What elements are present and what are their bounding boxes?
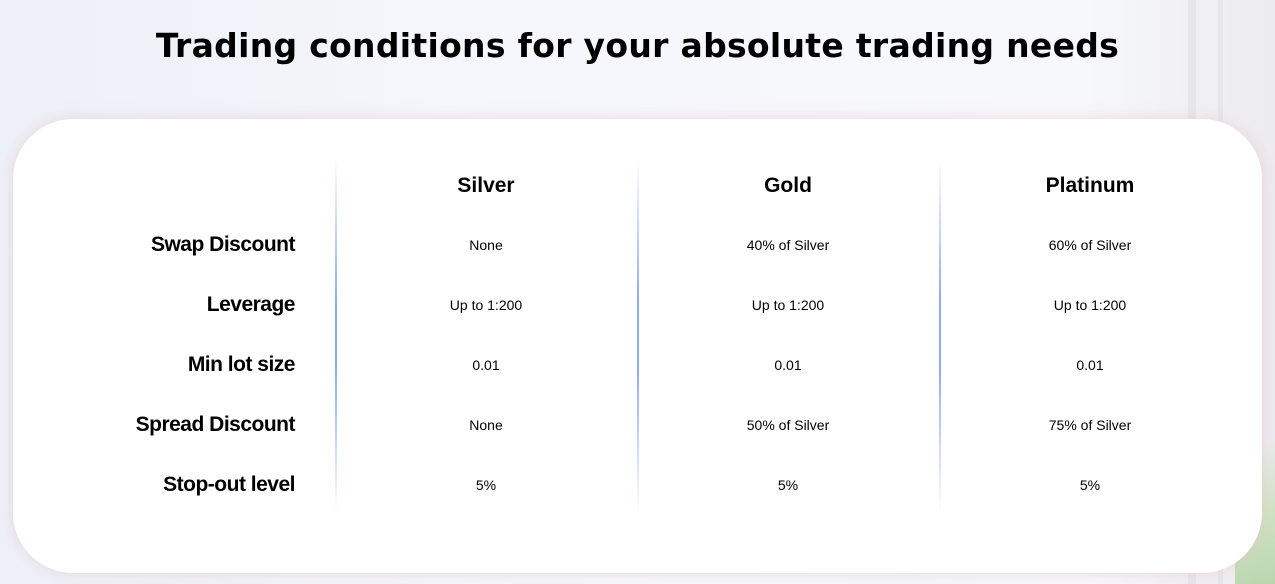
column-divider bbox=[335, 158, 337, 512]
page-title: Trading conditions for your absolute tra… bbox=[155, 26, 1120, 65]
column-header-silver: Silver bbox=[457, 174, 515, 197]
column-header-platinum: Platinum bbox=[1045, 174, 1135, 197]
row-label: Min lot size bbox=[187, 353, 296, 376]
table-cell: Up to 1:200 bbox=[1053, 297, 1127, 313]
table-cell: 50% of Silver bbox=[746, 417, 830, 433]
table-cell: None bbox=[469, 417, 503, 433]
table-cell: 0.01 bbox=[472, 357, 500, 373]
table-cell: 5% bbox=[475, 477, 497, 493]
column-header-gold: Gold bbox=[764, 174, 812, 197]
trading-conditions-table: Silver Gold Platinum Swap Discount None 40% o… bbox=[13, 119, 1262, 573]
table-cell: Up to 1:200 bbox=[449, 297, 523, 313]
table-cell: 5% bbox=[1079, 477, 1101, 493]
row-label: Spread Discount bbox=[135, 413, 296, 436]
table-cell: 0.01 bbox=[774, 357, 802, 373]
table-cell: None bbox=[469, 237, 503, 253]
table-cell: 60% of Silver bbox=[1048, 237, 1132, 253]
table-cell: 0.01 bbox=[1076, 357, 1104, 373]
table-cell: 5% bbox=[777, 477, 799, 493]
table-cell: 75% of Silver bbox=[1048, 417, 1132, 433]
row-label: Stop-out level bbox=[163, 473, 295, 496]
column-divider bbox=[637, 158, 639, 512]
column-divider bbox=[939, 158, 941, 512]
row-label: Swap Discount bbox=[150, 233, 296, 256]
table-cell: 40% of Silver bbox=[746, 237, 830, 253]
row-label: Leverage bbox=[206, 293, 296, 316]
table-cell: Up to 1:200 bbox=[751, 297, 825, 313]
